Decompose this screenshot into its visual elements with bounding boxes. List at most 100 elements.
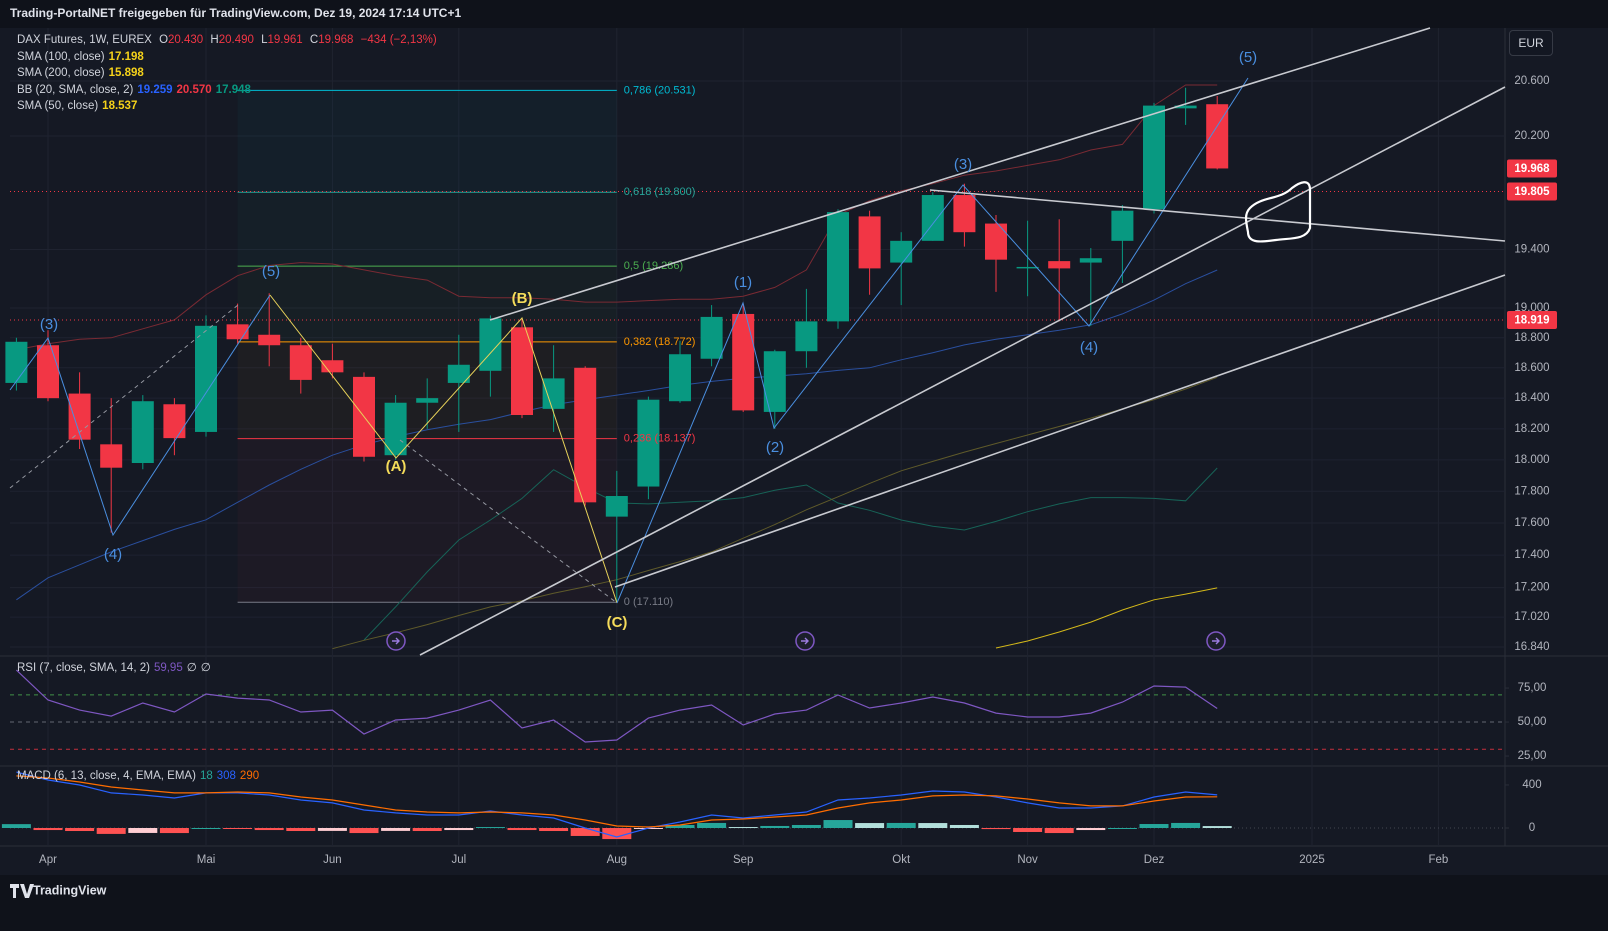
x-tick-label: Apr (39, 854, 57, 866)
candle-body (131, 401, 154, 464)
histogram-bar (1202, 826, 1232, 829)
histogram-bar (286, 828, 316, 832)
legend-row: SMA (50, close) 18.537 (17, 98, 441, 115)
wave-label: (3) (40, 316, 58, 333)
legend-row: DAX Futures, 1W, EUREX O20.430 H20.490 L… (17, 32, 441, 49)
histogram-bar (159, 828, 189, 834)
last-price-label: 19.968 (1514, 163, 1550, 175)
histogram-bar (128, 828, 158, 833)
histogram-bar (254, 828, 284, 831)
indicator-value: 17.948 (215, 83, 251, 96)
indicator-value: 59,95 (153, 662, 183, 674)
histogram-bar (444, 828, 474, 831)
indicator-name: MACD (6, 13, close, 4, EMA, EMA) (17, 770, 196, 782)
legend: DAX Futures, 1W, EUREX O20.430 H20.490 L… (17, 32, 441, 115)
x-tick-label: Sep (733, 854, 753, 866)
legend-row: SMA (100, close) 17.198 (17, 49, 441, 66)
y-tick-label: 20.600 (1514, 75, 1549, 87)
candle-body (985, 223, 1007, 260)
histogram-bar (918, 823, 948, 829)
histogram-bar (981, 828, 1011, 830)
candle-body (289, 345, 312, 380)
candle-body (163, 404, 186, 439)
ohlc-value: 20.430 (168, 34, 204, 46)
histogram-bar (1013, 828, 1043, 832)
histogram-bar (1139, 824, 1169, 829)
ohlc-key: L (261, 34, 268, 46)
x-tick-label: 2025 (1299, 854, 1325, 866)
trend-line (419, 86, 1506, 656)
candle-body (637, 399, 660, 487)
histogram-bar (507, 828, 537, 831)
histogram-bar (949, 824, 979, 829)
fib-zone (237, 266, 617, 342)
histogram-bar (96, 828, 126, 834)
candle-body (416, 398, 439, 403)
y-tick-label: 18.600 (1514, 362, 1549, 374)
candle-body (542, 378, 565, 409)
fib-label: 0,5 (19.286) (624, 260, 683, 272)
indicator-value: ∅ (200, 662, 211, 674)
wave-label: (2) (766, 439, 784, 456)
candle-body (953, 195, 976, 233)
wave-line (269, 294, 618, 604)
histogram-bar (1171, 822, 1201, 829)
wave-line (616, 77, 1249, 604)
candle-body (858, 216, 881, 269)
x-tick-label: Okt (892, 854, 911, 866)
wave-line (9, 294, 271, 537)
indicator-line (16, 84, 1218, 351)
x-tick-label: Mai (197, 854, 216, 866)
ohlc-key: O (159, 34, 169, 46)
wave-label: (3) (954, 156, 972, 173)
histogram-bar (697, 822, 727, 829)
histogram-bar (886, 822, 916, 829)
indicator-value: 18 (199, 770, 213, 782)
histogram-bar (823, 820, 853, 829)
fib-zone (237, 90, 617, 193)
histogram-bar (349, 828, 379, 834)
currency-button[interactable]: EUR (1509, 30, 1553, 56)
wave-label: (C) (607, 614, 628, 631)
ohlc-value: 19.968 (318, 34, 354, 46)
grid (0, 28, 1608, 847)
wave-label: (A) (386, 458, 407, 475)
indicator-value: ∅ (186, 662, 197, 674)
indicator-line (15, 669, 1218, 743)
price-line-label-box (1507, 182, 1557, 201)
indicator-value: 19.259 (137, 83, 173, 96)
indicator-value: 290 (239, 770, 260, 782)
dashed-line (399, 439, 618, 604)
x-tick-label: Jul (451, 854, 466, 866)
histogram-bar (191, 828, 221, 830)
candle-body (1111, 210, 1134, 241)
candle-body (37, 345, 59, 399)
change: −434 (−2,13%) (360, 34, 437, 46)
fib-label: 0 (17.110) (624, 596, 673, 608)
indicator-value: 308 (216, 770, 236, 782)
plot (1, 84, 1505, 840)
indicator-name: RSI (7, close, SMA, 14, 2) (17, 662, 150, 674)
candle-body (5, 341, 28, 383)
candle-body (1048, 261, 1071, 269)
y-tick-label: 0 (1529, 822, 1535, 834)
histogram-bar (223, 828, 253, 830)
histogram-bar (570, 828, 600, 836)
y-tick-label: 17.400 (1514, 549, 1549, 561)
histogram-bar (1, 824, 31, 829)
candle-body (195, 325, 217, 432)
indicator-line (995, 587, 1218, 649)
trend-line (929, 189, 1506, 242)
indicator-value: 15.898 (108, 67, 144, 80)
x-tick-label: Feb (1428, 854, 1448, 866)
x-tick-label: Dez (1144, 854, 1165, 866)
header-text: Trading-PortalNET freigegeben für Tradin… (10, 6, 461, 20)
wave-label: (5) (262, 263, 280, 280)
drawings (9, 27, 1506, 656)
candle-body (763, 351, 786, 412)
histogram-bar (412, 828, 442, 832)
histogram-bar (1044, 828, 1074, 834)
trend-line (614, 274, 1506, 588)
